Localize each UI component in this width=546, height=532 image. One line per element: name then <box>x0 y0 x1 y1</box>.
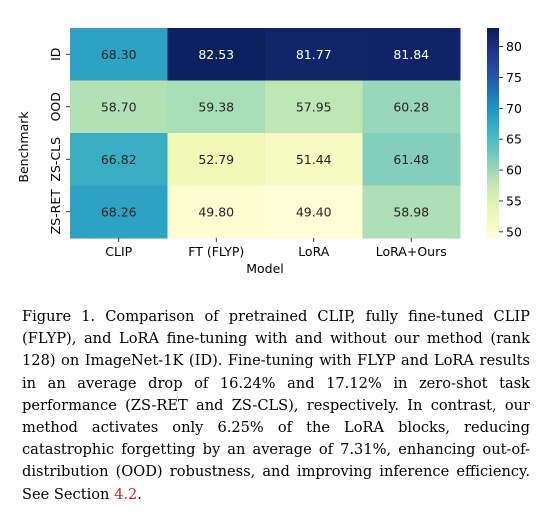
cell-value-label: 49.40 <box>296 204 332 219</box>
heatmap-cell <box>70 80 168 134</box>
colorbar-ticks: 50 55 60 65 70 75 80 <box>499 39 522 239</box>
heatmap-cell <box>70 28 168 81</box>
x-tick-label: LoRA+Ours <box>376 244 447 259</box>
heatmap-cell <box>362 185 461 239</box>
cell-value-label: 81.77 <box>296 47 332 62</box>
colorbar-tick-label: 55 <box>506 193 522 208</box>
cell-value-label: 57.95 <box>296 99 332 114</box>
cell-value-label: 51.44 <box>296 152 332 167</box>
heatmap-cell <box>265 80 363 134</box>
heatmap-cell <box>167 28 266 81</box>
cell-value-label: 49.80 <box>198 204 234 219</box>
colorbar-tick-label: 70 <box>506 101 522 116</box>
colorbar-gradient <box>487 28 499 238</box>
cell-value-label: 68.26 <box>101 204 137 219</box>
heatmap-cells <box>70 28 461 239</box>
heatmap-cell <box>70 133 168 186</box>
caption-text: Figure 1. Comparison of pretrained CLIP,… <box>22 308 530 503</box>
colorbar-tick-label: 65 <box>506 132 522 147</box>
y-tick-label: ID <box>48 48 63 61</box>
heatmap-cell <box>362 28 461 81</box>
x-tick-label: LoRA <box>298 244 330 259</box>
cell-value-label: 52.79 <box>198 152 234 167</box>
cell-value-label: 68.30 <box>101 47 137 62</box>
heatmap-cell <box>167 185 266 239</box>
heatmap-chart: 68.30 82.53 81.77 81.84 58.70 59.38 57.95 60.28… <box>16 28 522 276</box>
x-axis-ticks: CLIP FT (FLYP) LoRA LoRA+Ours <box>105 238 447 259</box>
heatmap-cell <box>167 80 266 134</box>
x-tick-label: CLIP <box>105 244 132 259</box>
y-axis-ticks: ID OOD ZS-CLS ZS-RET <box>48 48 70 235</box>
colorbar-tick-label: 80 <box>506 39 522 54</box>
cell-value-label: 58.70 <box>101 99 137 114</box>
y-tick-label: ZS-RET <box>48 189 63 235</box>
x-tick-label: FT (FLYP) <box>188 244 244 259</box>
cell-value-label: 81.84 <box>393 47 429 62</box>
caption-end: . <box>137 485 142 503</box>
cell-value-label: 61.48 <box>393 152 429 167</box>
heatmap-cell-labels: 68.30 82.53 81.77 81.84 58.70 59.38 57.95 60.28… <box>101 47 429 220</box>
y-axis-label: Benchmark <box>16 111 31 183</box>
figure-caption: Figure 1. Comparison of pretrained CLIP,… <box>22 306 530 506</box>
y-tick-label: OOD <box>48 92 63 121</box>
y-tick-label: ZS-CLS <box>48 137 63 182</box>
heatmap-cell <box>362 133 461 186</box>
colorbar: 50 55 60 65 70 75 80 <box>487 28 522 239</box>
colorbar-tick-label: 75 <box>506 70 522 85</box>
cell-value-label: 60.28 <box>393 99 429 114</box>
cell-value-label: 59.38 <box>198 99 234 114</box>
heatmap-cell <box>265 185 363 239</box>
heatmap-cell <box>167 133 266 186</box>
cell-value-label: 58.98 <box>393 204 429 219</box>
heatmap-cell <box>362 80 461 134</box>
cell-value-label: 82.53 <box>198 47 234 62</box>
heatmap-cell <box>265 133 363 186</box>
heatmap-cell <box>70 185 168 239</box>
heatmap-cell <box>265 28 363 81</box>
cell-value-label: 66.82 <box>101 152 137 167</box>
colorbar-tick-label: 60 <box>506 163 522 178</box>
x-axis-label: Model <box>246 261 284 276</box>
section-reference-link[interactable]: 4.2 <box>114 485 138 503</box>
colorbar-tick-label: 50 <box>506 224 522 239</box>
